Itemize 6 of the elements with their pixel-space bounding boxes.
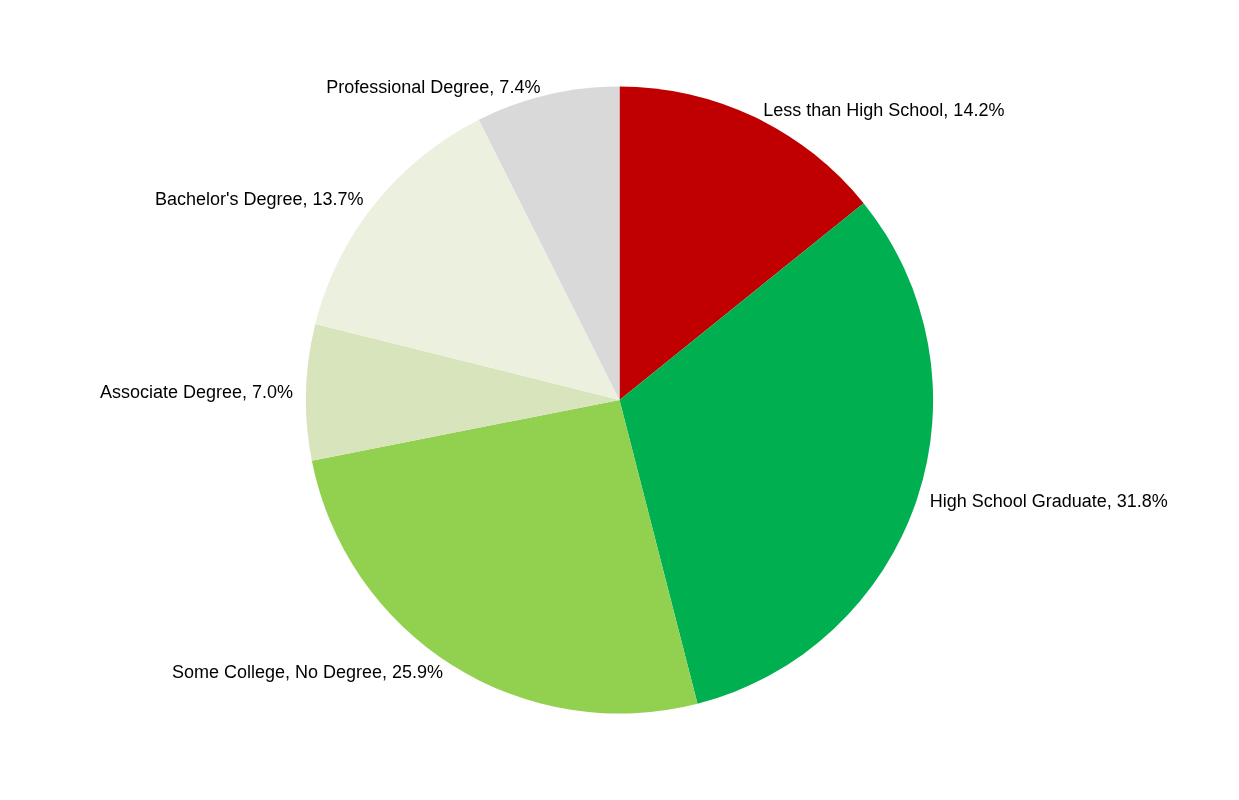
slice-label: Bachelor's Degree, 13.7% [154, 188, 364, 209]
slice-label: High School Graduate, 31.8% [929, 491, 1168, 512]
slice-label: Less than High School, 14.2% [763, 99, 1005, 120]
slice-label: Professional Degree, 7.4% [326, 77, 541, 98]
slice-label: Some College, No Degree, 25.9% [171, 662, 444, 683]
slice-label: Associate Degree, 7.0% [99, 381, 293, 402]
